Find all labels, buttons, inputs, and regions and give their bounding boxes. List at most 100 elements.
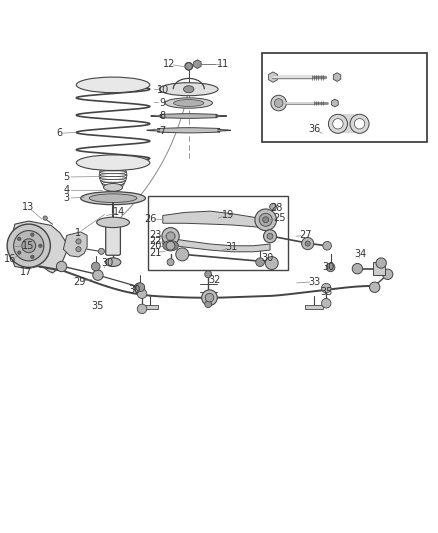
Ellipse shape: [76, 155, 150, 171]
Circle shape: [267, 233, 273, 239]
Circle shape: [134, 283, 145, 293]
Text: 21: 21: [149, 248, 161, 257]
Text: 30: 30: [129, 285, 141, 295]
Circle shape: [255, 209, 276, 231]
Text: 12: 12: [163, 59, 176, 69]
Circle shape: [352, 263, 363, 274]
Polygon shape: [268, 72, 278, 82]
Text: 16: 16: [4, 254, 17, 264]
Circle shape: [354, 119, 365, 129]
Circle shape: [43, 216, 47, 220]
Polygon shape: [163, 237, 270, 252]
Text: 17: 17: [21, 266, 33, 277]
Circle shape: [305, 241, 310, 246]
Circle shape: [256, 258, 265, 266]
Ellipse shape: [184, 86, 194, 93]
Polygon shape: [163, 211, 271, 229]
Polygon shape: [194, 60, 201, 68]
Circle shape: [14, 231, 44, 261]
Text: 30: 30: [101, 258, 113, 268]
Circle shape: [321, 298, 331, 308]
Circle shape: [265, 256, 278, 270]
Text: 27: 27: [299, 230, 312, 240]
Text: 33: 33: [308, 277, 320, 287]
Circle shape: [274, 99, 283, 107]
Circle shape: [162, 228, 179, 245]
Circle shape: [205, 271, 212, 278]
Ellipse shape: [99, 174, 127, 176]
Circle shape: [326, 263, 335, 272]
Bar: [148, 197, 288, 270]
Text: 11: 11: [217, 59, 230, 69]
Ellipse shape: [81, 192, 145, 205]
Text: 20: 20: [149, 241, 161, 251]
Circle shape: [176, 248, 189, 261]
Ellipse shape: [103, 162, 123, 165]
Bar: [141, 304, 159, 309]
Circle shape: [205, 293, 214, 302]
Text: 14: 14: [113, 207, 126, 217]
Ellipse shape: [97, 217, 130, 228]
Circle shape: [350, 114, 369, 133]
Text: 29: 29: [74, 277, 86, 287]
Ellipse shape: [100, 179, 126, 182]
Circle shape: [264, 230, 276, 243]
Circle shape: [185, 62, 193, 70]
Circle shape: [205, 301, 212, 308]
Polygon shape: [11, 221, 67, 273]
Ellipse shape: [103, 183, 123, 191]
Bar: [338, 114, 360, 133]
Text: 15: 15: [22, 241, 34, 251]
Polygon shape: [147, 128, 231, 133]
Text: 35: 35: [320, 287, 332, 296]
Circle shape: [76, 239, 81, 244]
Circle shape: [22, 239, 35, 253]
Polygon shape: [64, 232, 87, 257]
Circle shape: [93, 270, 103, 280]
Text: 36: 36: [308, 124, 320, 134]
Ellipse shape: [89, 194, 137, 203]
Circle shape: [92, 262, 100, 271]
Text: 35: 35: [91, 301, 103, 311]
Circle shape: [137, 304, 147, 313]
Text: 32: 32: [208, 276, 221, 285]
Polygon shape: [332, 99, 338, 107]
Ellipse shape: [159, 83, 218, 96]
Polygon shape: [185, 62, 192, 70]
Text: 7: 7: [160, 126, 166, 136]
Circle shape: [31, 255, 34, 259]
Bar: [305, 304, 323, 309]
Circle shape: [39, 244, 42, 247]
Text: 8: 8: [160, 111, 166, 121]
Circle shape: [18, 251, 21, 254]
Text: 13: 13: [22, 202, 34, 212]
Text: 23: 23: [149, 230, 161, 240]
Bar: [373, 262, 385, 275]
FancyBboxPatch shape: [109, 185, 117, 196]
Circle shape: [370, 282, 380, 293]
Ellipse shape: [102, 165, 124, 168]
Circle shape: [76, 247, 81, 252]
Text: 1: 1: [75, 228, 81, 238]
Circle shape: [382, 269, 393, 279]
Circle shape: [99, 248, 104, 254]
Ellipse shape: [103, 185, 123, 188]
Text: 6: 6: [56, 128, 62, 138]
Circle shape: [57, 261, 67, 272]
Ellipse shape: [173, 100, 204, 107]
Text: 28: 28: [270, 203, 282, 213]
Polygon shape: [333, 73, 341, 82]
Text: 31: 31: [225, 242, 237, 252]
Text: 9: 9: [160, 98, 166, 108]
Text: 5: 5: [64, 172, 70, 182]
Circle shape: [31, 233, 34, 236]
Circle shape: [7, 224, 50, 268]
Text: 22: 22: [149, 237, 161, 246]
Text: 26: 26: [145, 214, 157, 224]
Circle shape: [270, 204, 276, 211]
Text: 4: 4: [64, 184, 70, 195]
Circle shape: [18, 237, 21, 240]
Circle shape: [328, 114, 347, 133]
Polygon shape: [163, 240, 178, 251]
Text: 30: 30: [322, 262, 334, 272]
